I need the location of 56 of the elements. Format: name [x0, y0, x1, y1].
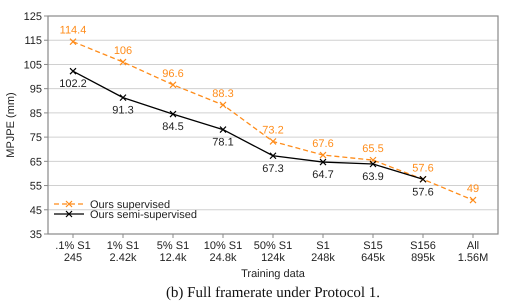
data-label: 65.5 [362, 143, 384, 156]
data-label: 67.6 [312, 138, 334, 150]
point [369, 160, 377, 168]
point [269, 152, 277, 160]
point [219, 101, 227, 108]
data-label: 57.6 [412, 186, 434, 198]
data-label: 57.6 [412, 162, 434, 174]
y-tick-label: 115 [24, 35, 42, 48]
data-label: 91.3 [112, 104, 134, 117]
data-label: 114.4 [60, 24, 86, 37]
x-tick-label: S1 248k [311, 240, 336, 264]
y-tick-label: 105 [24, 59, 42, 72]
y-tick-label: 75 [30, 132, 42, 144]
point [69, 68, 77, 75]
y-tick-label: 65 [30, 156, 42, 168]
point [219, 126, 227, 134]
data-label: 84.5 [162, 121, 184, 134]
data-label: 67.3 [262, 162, 284, 175]
legend-label: Ours semi-supervised [90, 209, 197, 221]
point [369, 156, 377, 164]
data-label: 102.2 [59, 78, 87, 90]
x-tick-label: 5% S1 12.4k [156, 240, 190, 264]
y-tick-label: 45 [30, 204, 42, 217]
data-label: 88.3 [212, 88, 234, 100]
text: (b) Full framerate under Protocol 1. [166, 285, 380, 301]
x-tick-label: S15 645k [361, 240, 386, 264]
y-tick-label: 85 [30, 108, 42, 120]
data-label: 96.6 [162, 68, 184, 80]
x-tick-label: 50% S1 124k [254, 240, 292, 264]
y-tick-label: 125 [24, 11, 42, 23]
point [169, 81, 177, 88]
x-tick-label: All 1.56M [458, 240, 488, 264]
data-label: 106 [114, 45, 132, 58]
point [119, 58, 127, 66]
point [119, 94, 127, 102]
point [69, 38, 77, 46]
point [319, 158, 327, 166]
x-tick-label: S156 895k [410, 240, 436, 264]
y-tick-label: 35 [30, 229, 42, 241]
x-tick-label: .1% S1 245 [55, 240, 91, 264]
y-tick-label: 95 [30, 84, 42, 96]
data-label: 64.7 [312, 169, 334, 182]
point [469, 196, 477, 204]
y-axis-title: MPJPE (mm) [5, 92, 17, 158]
x-tick-label: 10% S1 24.8k [204, 240, 242, 264]
data-label: 49 [466, 183, 480, 196]
x-tick-label: 1% S1 2.42k [106, 240, 140, 264]
point [169, 110, 177, 118]
data-label: 78.1 [212, 136, 234, 149]
point [319, 151, 327, 159]
data-label: 73.2 [262, 124, 284, 136]
legend-label: Ours supervised [90, 199, 170, 211]
x-axis-title: Training data [241, 268, 306, 280]
y-tick-label: 55 [30, 180, 42, 193]
data-label: 63.9 [362, 171, 384, 183]
point [269, 138, 277, 146]
